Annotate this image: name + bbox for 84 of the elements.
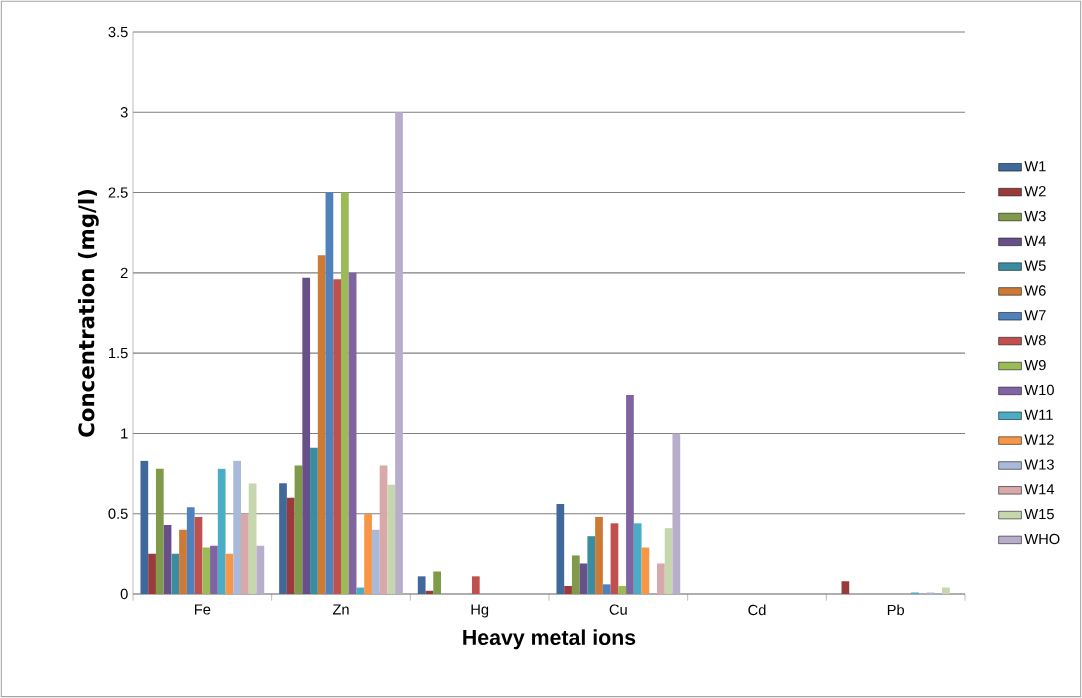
bar	[210, 545, 218, 594]
bar	[618, 585, 627, 594]
bar	[657, 563, 665, 594]
bar	[564, 585, 572, 594]
legend-label: W6	[1024, 285, 1046, 296]
bar	[395, 112, 403, 594]
bar	[387, 484, 396, 594]
bar	[186, 507, 195, 594]
bar	[664, 528, 673, 594]
bar	[163, 524, 172, 594]
legend-label: W15	[1024, 509, 1054, 520]
bar	[155, 468, 164, 594]
y-tick-label: 1	[121, 428, 128, 439]
legend-label: W13	[1024, 459, 1054, 470]
y-tick-label: 0	[120, 588, 128, 600]
bar	[148, 553, 156, 594]
bar	[341, 192, 349, 594]
bar	[602, 584, 611, 594]
legend-label: W12	[1024, 434, 1054, 445]
y-tick-label: 1.5	[109, 348, 128, 359]
bar	[256, 545, 265, 594]
bar	[672, 433, 681, 594]
bar	[556, 504, 565, 594]
bar	[325, 192, 334, 594]
legend-label: W10	[1024, 384, 1054, 396]
x-tick-label: Pb	[887, 604, 905, 616]
x-tick-label: Zn	[332, 604, 349, 615]
legend-label: W4	[1024, 235, 1046, 246]
legend-label: W2	[1024, 186, 1046, 197]
legend-label: W3	[1024, 210, 1046, 222]
bar	[241, 513, 249, 594]
bar	[595, 516, 603, 594]
bar	[371, 529, 380, 594]
bar	[317, 255, 326, 594]
bar	[587, 536, 596, 594]
bar	[179, 529, 187, 594]
bar	[417, 576, 426, 594]
legend-label: W1	[1024, 161, 1046, 172]
bar	[571, 555, 580, 594]
legend-label: W5	[1024, 260, 1046, 271]
bar	[294, 465, 303, 594]
bar	[348, 272, 357, 594]
legend-label: W8	[1024, 335, 1046, 346]
bar	[248, 483, 257, 594]
bar	[233, 460, 241, 594]
bar	[310, 447, 318, 594]
legend-label: W7	[1024, 310, 1046, 321]
bar	[333, 279, 341, 594]
bar	[633, 523, 642, 594]
bar	[364, 513, 372, 594]
bar	[841, 581, 850, 594]
bar	[610, 523, 619, 594]
y-tick-label: 2	[120, 267, 128, 278]
y-tick-label: 2.5	[108, 187, 128, 198]
bar	[379, 465, 388, 594]
y-tick-label: 3.5	[108, 26, 128, 38]
x-tick-label: Cd	[748, 604, 766, 616]
bar	[433, 571, 441, 594]
bar	[579, 563, 588, 594]
legend-label: W11	[1024, 409, 1053, 420]
legend-label: WHO	[1024, 533, 1060, 545]
bar	[302, 277, 311, 594]
bar	[171, 553, 180, 594]
bar	[286, 497, 295, 594]
bar	[217, 468, 226, 594]
y-tick-label: 3	[120, 107, 128, 118]
bar	[641, 547, 650, 594]
bar	[626, 394, 634, 594]
x-tick-label: Cu	[609, 604, 627, 615]
x-tick-label: Fe	[194, 604, 211, 615]
bar	[140, 460, 149, 594]
bar	[202, 547, 211, 594]
legend-label: W9	[1024, 359, 1046, 371]
bar	[225, 553, 234, 594]
bar	[942, 587, 950, 594]
bar	[279, 483, 287, 594]
legend-label: W14	[1024, 484, 1055, 495]
bar	[194, 516, 203, 594]
x-tick-label: Hg	[471, 604, 489, 618]
bar	[471, 576, 480, 594]
x-axis-title: Heavy metal ions	[463, 629, 636, 650]
y-tick-label: 0.5	[108, 508, 128, 519]
bar	[356, 587, 365, 594]
y-axis-title: Concentration (mg/l)	[77, 189, 99, 437]
